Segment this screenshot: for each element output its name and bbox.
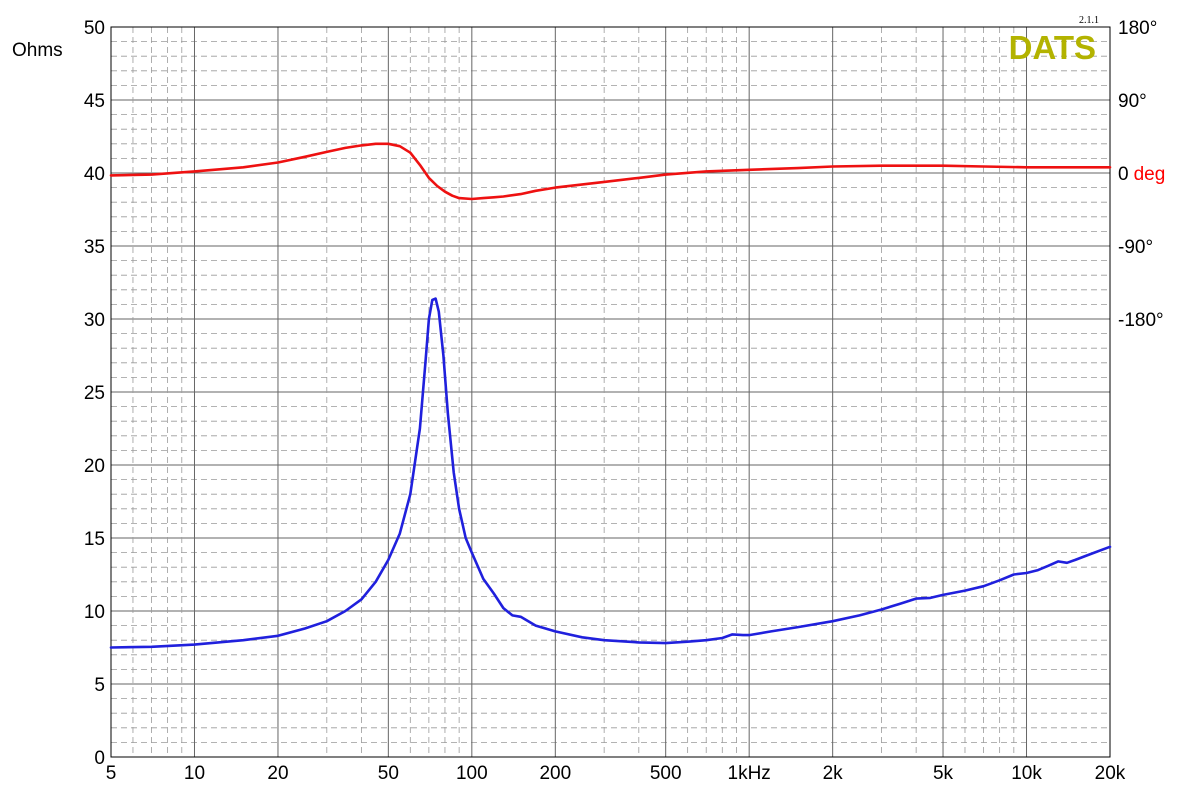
dats-logo: DATS — [1009, 29, 1096, 66]
x-tick-label: 50 — [378, 763, 399, 784]
plot-frame — [110, 26, 1111, 758]
x-tick-label: 500 — [650, 763, 682, 784]
y-left-tick-label: 35 — [84, 237, 105, 258]
y-right-tick-label: -90° — [1118, 237, 1153, 258]
y-left-tick-label: 50 — [84, 18, 105, 39]
y-left-tick-label: 0 — [94, 748, 105, 769]
y-left-tick-label: 25 — [84, 383, 105, 404]
x-tick-label: 20 — [267, 763, 288, 784]
x-tick-label: 10 — [184, 763, 205, 784]
y-left-tick-label: 10 — [84, 602, 105, 623]
x-tick-label: 2k — [823, 763, 844, 784]
chart-grid — [110, 26, 1111, 758]
x-tick-label: 20k — [1095, 763, 1126, 784]
x-tick-label: 5k — [933, 763, 954, 784]
phase-curve — [109, 142, 1112, 201]
y-right-tick-label: -180° — [1118, 310, 1164, 331]
series-layer — [109, 142, 1112, 649]
y-left-tick-label: 40 — [84, 164, 105, 185]
y-left-tick-label: 15 — [84, 529, 105, 550]
version-label: 2.1.1 — [1079, 15, 1099, 26]
x-tick-label: 200 — [539, 763, 571, 784]
x-tick-label: 1kHz — [728, 763, 771, 784]
y-left-tick-label: 30 — [84, 310, 105, 331]
y-left-tick-label: 5 — [94, 675, 105, 696]
y-left-tick-label: 20 — [84, 456, 105, 477]
y-right-tick-label: 180° — [1118, 18, 1157, 39]
y-left-tick-label: 45 — [84, 91, 105, 112]
impedance-curve — [109, 297, 1112, 649]
x-tick-label: 10k — [1011, 763, 1042, 784]
y-right-tick-label: 90° — [1118, 91, 1147, 112]
tick-labels: 5 10 20 50 100 200 500 1kHz 2k 5k 10k 20k0510152025… — [84, 18, 1165, 784]
y-left-axis-label: Ohms — [12, 40, 63, 61]
x-tick-label: 100 — [456, 763, 488, 784]
x-tick-label: 5 — [106, 763, 117, 784]
y-right-tick-label: 0 deg — [1118, 164, 1165, 185]
y-right-unit-label: deg — [1134, 164, 1166, 185]
